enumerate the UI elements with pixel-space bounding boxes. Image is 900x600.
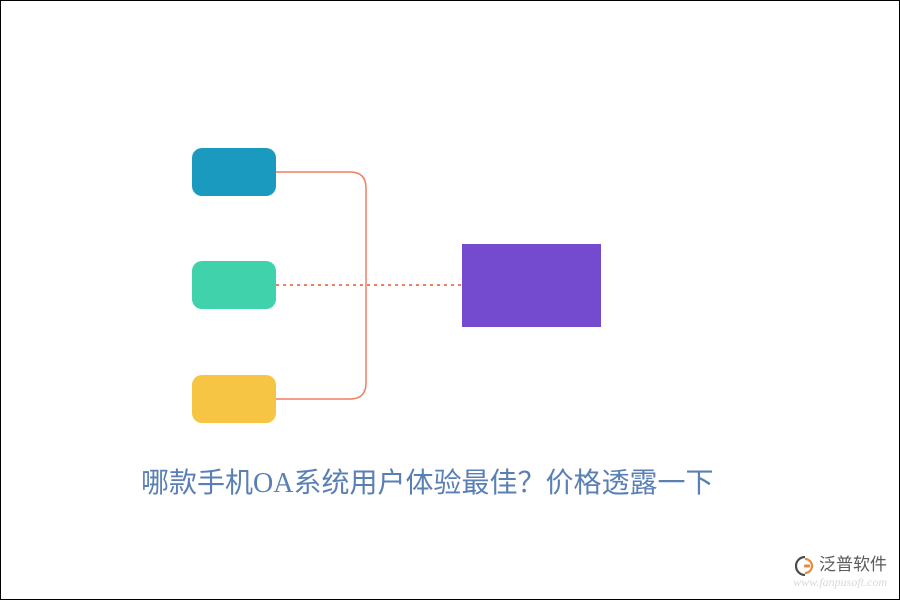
- watermark-brand-text: 泛普软件: [819, 556, 887, 575]
- watermark: 泛普软件 www.fanpusoft.com: [793, 556, 887, 589]
- logo-icon: [795, 556, 815, 576]
- connector-lines: [1, 1, 900, 600]
- node-n1: [192, 148, 276, 196]
- caption-label: 哪款手机OA系统用户体验最佳？价格透露一下: [141, 468, 713, 499]
- watermark-url: www.fanpusoft.com: [793, 576, 887, 589]
- watermark-brand: 泛普软件: [793, 556, 887, 576]
- node-n3: [192, 375, 276, 423]
- node-target: [462, 244, 601, 327]
- caption-text: 哪款手机OA系统用户体验最佳？价格透露一下: [141, 461, 713, 501]
- bracket-connector: [276, 172, 366, 399]
- node-n2: [192, 261, 276, 309]
- diagram-canvas: 哪款手机OA系统用户体验最佳？价格透露一下 泛普软件 www.fanpusoft…: [0, 0, 900, 600]
